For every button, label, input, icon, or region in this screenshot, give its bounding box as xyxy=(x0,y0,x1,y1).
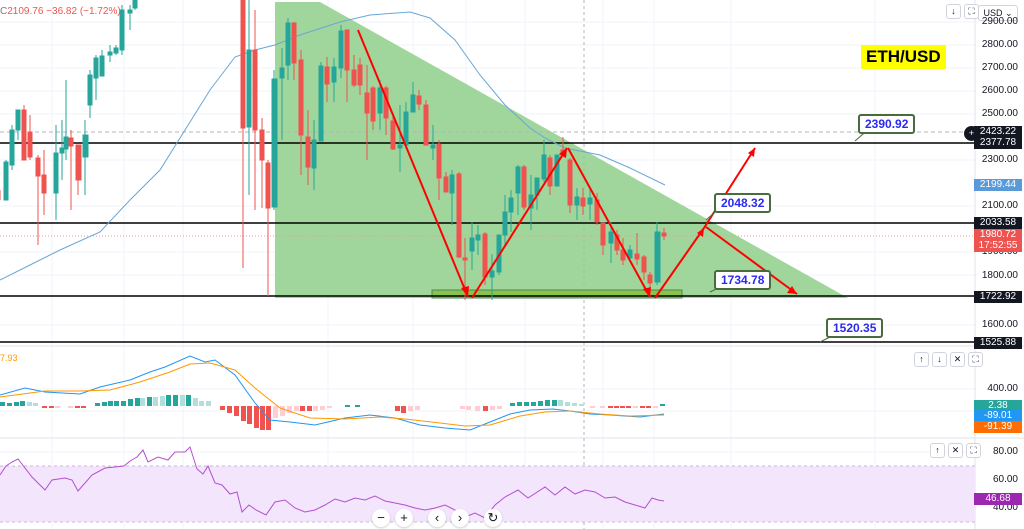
macd-histogram xyxy=(0,395,665,430)
macd-pane-buttons: ↑ ↓ ✕ ⛶ xyxy=(914,352,983,367)
zoom-in-button[interactable]: + xyxy=(395,509,413,527)
ohlc-legend: C2109.76 −36.82 (−1.72%) xyxy=(0,6,121,17)
price-tick: 2500.00 xyxy=(981,108,1018,119)
price-tick: 2100.00 xyxy=(981,200,1018,211)
callout-2390[interactable]: 2390.92 xyxy=(858,114,916,134)
rsi-tick: 60.00 xyxy=(992,474,1018,485)
macd-tick: 400.00 xyxy=(987,383,1018,394)
move-down-button[interactable]: ↓ xyxy=(932,352,947,367)
price-tick: 2900.00 xyxy=(981,16,1018,27)
price-tick: 2700.00 xyxy=(981,62,1018,73)
price-tag-1722: 1722.92 xyxy=(974,291,1022,303)
price-tick: 2600.00 xyxy=(981,85,1018,96)
pair-title: ETH/USD xyxy=(861,45,946,69)
price-tick: 2300.00 xyxy=(981,154,1018,165)
scroll-right-button[interactable]: › xyxy=(451,509,469,527)
close-pane-button[interactable]: ✕ xyxy=(950,352,965,367)
callout-1734[interactable]: 1734.78 xyxy=(714,270,772,290)
rsi-tick: 80.00 xyxy=(992,446,1018,457)
macd-line-tag: -89.01 xyxy=(974,410,1022,422)
currency-select[interactable]: USD ⌄ xyxy=(978,5,1018,21)
macd-signal-tag: -91.39 xyxy=(974,421,1022,433)
reset-chart-button[interactable]: ↻ xyxy=(484,509,502,527)
arrow-heads xyxy=(461,148,797,297)
price-tick: 1600.00 xyxy=(981,319,1018,330)
rsi-tick: 40.00 xyxy=(992,502,1018,513)
main-pane-buttons: ↓ ⛶ xyxy=(946,4,979,19)
macd-signal-line xyxy=(0,362,665,427)
support-zone[interactable] xyxy=(431,289,683,299)
move-up-button[interactable]: ↑ xyxy=(930,443,945,458)
price-tag-2033: 2033.58 xyxy=(974,217,1022,229)
rsi-value-tag: 46.68 xyxy=(974,493,1022,505)
price-tick: 1800.00 xyxy=(981,270,1018,281)
move-down-button[interactable]: ↓ xyxy=(946,4,961,19)
close-pane-button[interactable]: ✕ xyxy=(948,443,963,458)
callout-1520[interactable]: 1520.35 xyxy=(826,318,884,338)
callout-2048[interactable]: 2048.32 xyxy=(714,193,772,213)
rsi-pane-buttons: ↑ ✕ ⛶ xyxy=(930,443,981,458)
countdown-tag: 17:52:55 xyxy=(974,240,1022,252)
last-price-tag: 1980.72 xyxy=(974,229,1022,241)
price-tag-ma: 2199.44 xyxy=(974,179,1022,191)
macd-hist-tag: 2.38 xyxy=(974,400,1022,412)
price-tag-2377: 2377.78 xyxy=(974,137,1022,149)
price-tag-1525: 1525.88 xyxy=(974,337,1022,349)
maximize-button[interactable]: ⛶ xyxy=(964,4,979,19)
close-value: 2109.76 xyxy=(7,6,44,17)
rsi-line xyxy=(0,446,665,519)
scroll-left-button[interactable]: ‹ xyxy=(428,509,446,527)
moving-average-line xyxy=(0,11,666,281)
zoom-out-button[interactable]: − xyxy=(372,509,390,527)
macd-legend-value: 7.93 xyxy=(0,353,18,363)
change-value: −36.82 xyxy=(46,6,78,17)
price-tag-2423: 2423.22 xyxy=(974,126,1022,138)
close-label: C xyxy=(0,6,8,17)
candlesticks xyxy=(0,0,667,300)
macd-line xyxy=(0,355,665,431)
move-up-button[interactable]: ↑ xyxy=(914,352,929,367)
maximize-pane-button[interactable]: ⛶ xyxy=(966,443,981,458)
price-tick: 2800.00 xyxy=(981,39,1018,50)
maximize-pane-button[interactable]: ⛶ xyxy=(968,352,983,367)
change-pct: (−1.72%) xyxy=(79,6,121,17)
horizontal-levels[interactable] xyxy=(0,142,975,343)
